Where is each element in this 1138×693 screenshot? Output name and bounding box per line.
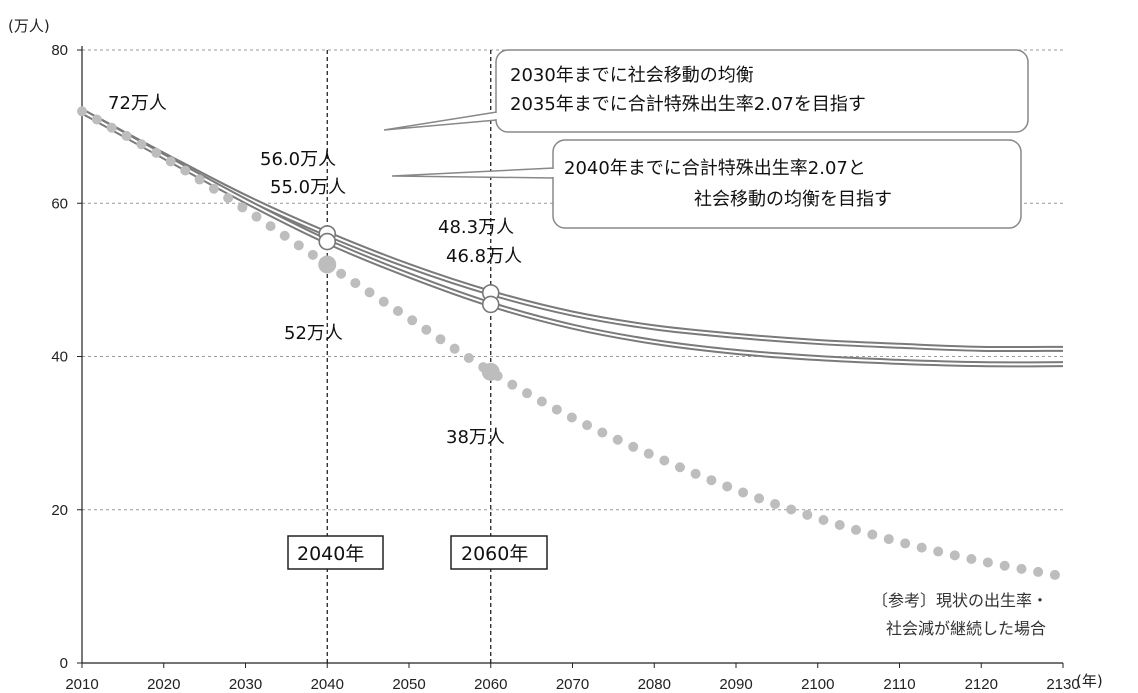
series-line-reference <box>77 106 1068 582</box>
annotation-2060-lower: 46.8万人 <box>446 246 522 267</box>
callout-lower-box <box>552 139 1022 229</box>
annotation-2040-lower: 55.0万人 <box>270 177 346 198</box>
x-tick-label: 2110 <box>883 676 915 693</box>
x-tick-label: 2010 <box>65 676 98 693</box>
callout-lower-line1: 2040年までに合計特殊出生率2.07と <box>564 158 866 179</box>
annotation-2060-reference: 38万人 <box>446 427 505 448</box>
reference-note-line2: 社会減が継続した場合 <box>886 619 1046 638</box>
y-tick-label: 40 <box>51 349 68 366</box>
series-line-0-inner <box>81 110 1064 351</box>
callout-lower-pointer <box>391 167 555 179</box>
y-tick-label: 80 <box>51 42 68 59</box>
marker-2060-hollow <box>481 295 500 314</box>
x-tick-label: 2060 <box>474 676 507 693</box>
x-tick-label: 2030 <box>229 676 262 693</box>
callout-upper-pointer <box>383 111 498 131</box>
x-tick-label: 2100 <box>801 676 834 693</box>
x-tick-label: 2130 <box>1046 676 1079 693</box>
callout-upper-line1: 2030年までに社会移動の均衡 <box>510 65 754 86</box>
x-tick-label: 2020 <box>147 676 180 693</box>
callout-upper-box <box>495 49 1029 133</box>
annotation-start: 72万人 <box>108 93 167 114</box>
callout-upper: 2030年までに社会移動の均衡 2035年までに合計特殊出生率2.07を目指す <box>383 49 1029 133</box>
marker-2040-hollow <box>318 232 337 251</box>
x-axis-unit-label: (年) <box>1076 672 1103 690</box>
x-tick-label: 2080 <box>638 676 671 693</box>
year-box-2060: 2060年 <box>450 535 548 570</box>
year-box-2040-label: 2040年 <box>297 543 364 565</box>
x-tick-label: 2120 <box>965 676 998 693</box>
callout-lower-mask <box>551 169 556 177</box>
x-tick-label: 2070 <box>556 676 589 693</box>
x-tick-label: 2090 <box>719 676 752 693</box>
year-box-2040: 2040年 <box>287 535 384 570</box>
callout-upper-line2: 2035年までに合計特殊出生率2.07を目指す <box>510 94 866 115</box>
y-tick-label: 0 <box>60 655 68 672</box>
callout-lower: 2040年までに合計特殊出生率2.07と 社会移動の均衡を目指す <box>391 139 1022 229</box>
series-layer <box>77 106 1068 582</box>
callout-lower-line2: 社会移動の均衡を目指す <box>694 189 892 210</box>
marker-2060-filled <box>481 362 500 381</box>
x-tick-label: 2040 <box>311 676 344 693</box>
x-tick-label: 2050 <box>392 676 425 693</box>
annotation-2040-reference: 52万人 <box>284 323 343 344</box>
reference-note-line1: 〔参考〕現状の出生率・ <box>872 591 1048 610</box>
marker-layer <box>318 225 500 381</box>
y-tick-label: 20 <box>51 502 68 519</box>
y-tick-label: 60 <box>51 195 68 212</box>
y-axis-unit-label: (万人) <box>8 17 50 35</box>
year-box-2060-label: 2060年 <box>461 543 528 565</box>
annotation-2060-upper: 48.3万人 <box>438 217 514 238</box>
marker-2040-filled <box>318 255 337 274</box>
series-line-1-inner <box>81 110 1064 366</box>
callout-upper-mask <box>494 113 499 119</box>
annotation-2040-upper: 56.0万人 <box>260 149 336 170</box>
